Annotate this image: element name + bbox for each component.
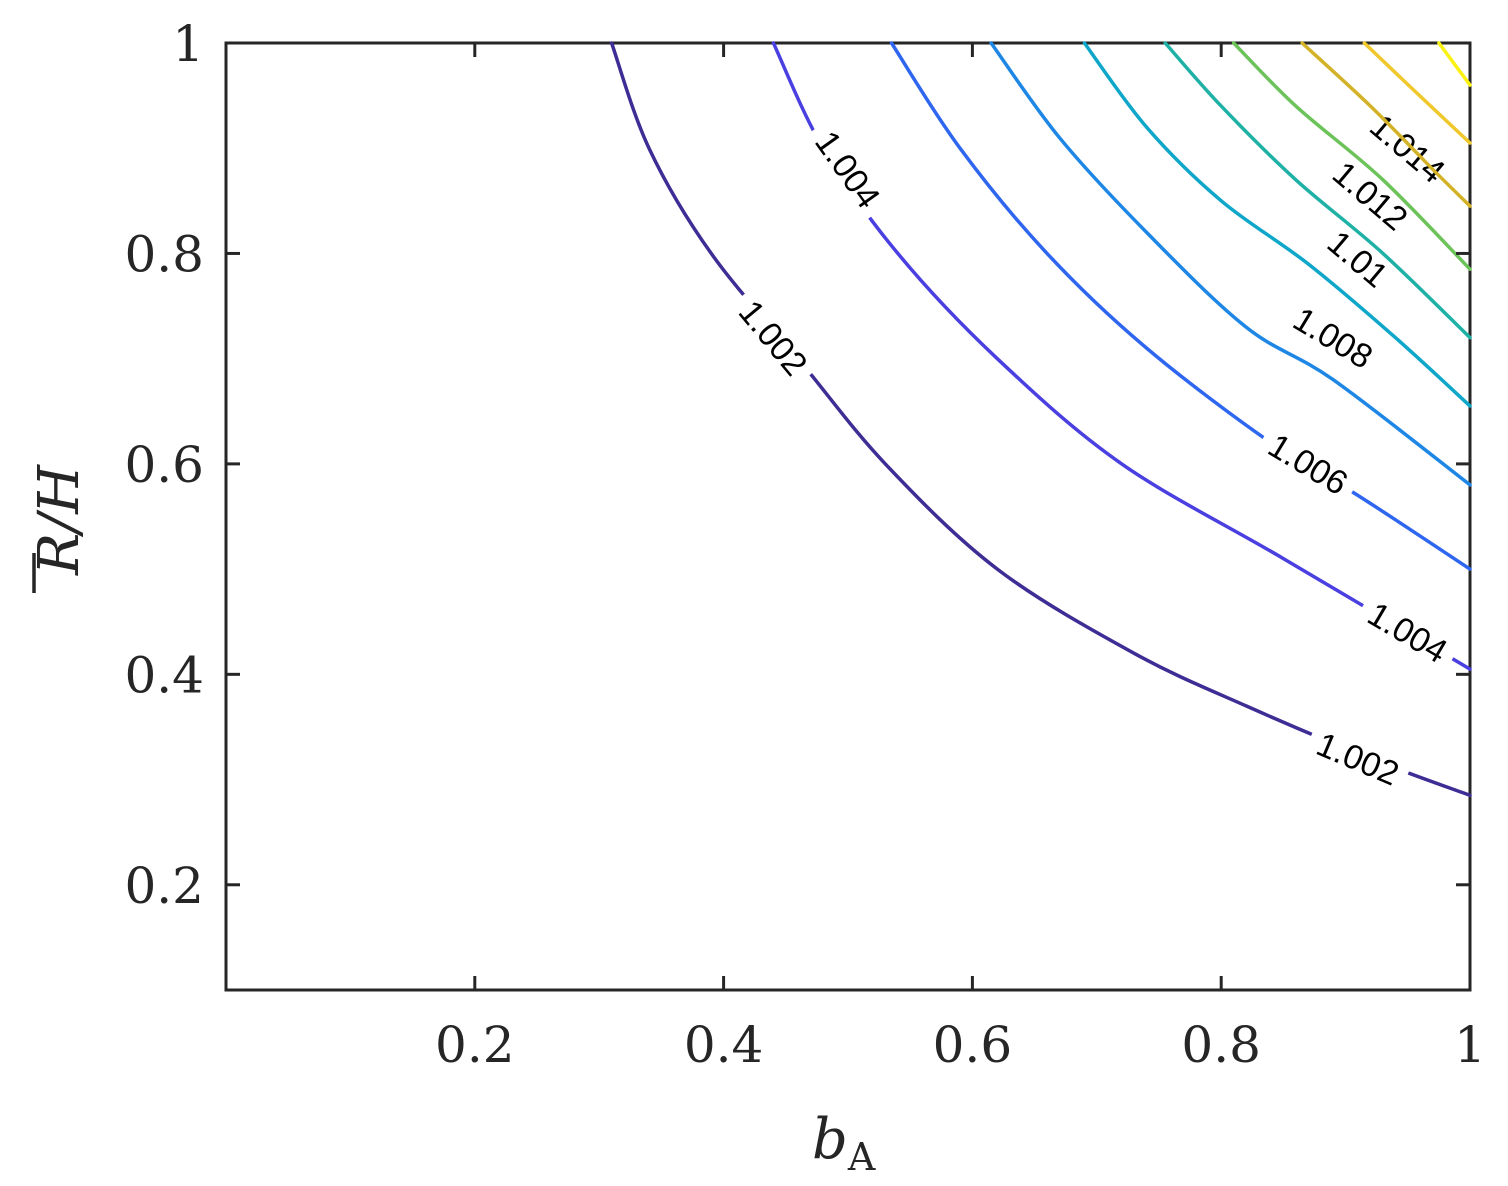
contour-line bbox=[989, 41, 1472, 487]
contour-label-bg bbox=[1277, 291, 1390, 384]
y-axis-label-text: R/H bbox=[27, 464, 92, 576]
contour-line bbox=[1163, 41, 1472, 340]
axis-ticks: 0.2 0.4 0.6 0.8 1 0.2 0.4 0.6 0.8 1 bbox=[124, 15, 1485, 1074]
y-tick-label: 0.4 bbox=[124, 646, 204, 704]
contour-line bbox=[889, 41, 1472, 571]
x-tick-label: 1 bbox=[1454, 1016, 1486, 1074]
contour-line bbox=[1437, 41, 1472, 87]
x-tick-label: 0.8 bbox=[1181, 1016, 1261, 1074]
y-tick-label: 0.2 bbox=[124, 857, 204, 915]
y-tick-label: 1 bbox=[172, 15, 204, 73]
x-axis-label: bA bbox=[812, 1107, 876, 1179]
contour-line bbox=[1300, 41, 1472, 208]
y-tick-label: 0.8 bbox=[124, 225, 204, 283]
x-tick-label: 0.2 bbox=[435, 1016, 515, 1074]
contour-label-bg bbox=[1252, 418, 1365, 510]
y-tick-label: 0.6 bbox=[124, 436, 204, 494]
contour-label-bg bbox=[1351, 586, 1464, 678]
contour-line bbox=[609, 41, 1472, 798]
contour-label-bg bbox=[1316, 145, 1425, 246]
contour-line bbox=[1362, 41, 1472, 145]
contour-line bbox=[1231, 41, 1472, 271]
contour-label-bg bbox=[1301, 717, 1415, 800]
contour-level-1-02 bbox=[1437, 41, 1472, 87]
contour-level-1-016 bbox=[1300, 41, 1472, 208]
y-axis-label: R/H bbox=[27, 464, 92, 593]
x-tick-label: 0.4 bbox=[684, 1016, 764, 1074]
contour-line bbox=[1082, 41, 1472, 408]
contour-level-1-018 bbox=[1362, 41, 1472, 145]
x-tick-label: 0.6 bbox=[933, 1016, 1013, 1074]
contour-label-bg bbox=[723, 283, 824, 392]
contour-label-bg bbox=[799, 114, 897, 225]
contour-label-bg bbox=[1304, 208, 1412, 310]
